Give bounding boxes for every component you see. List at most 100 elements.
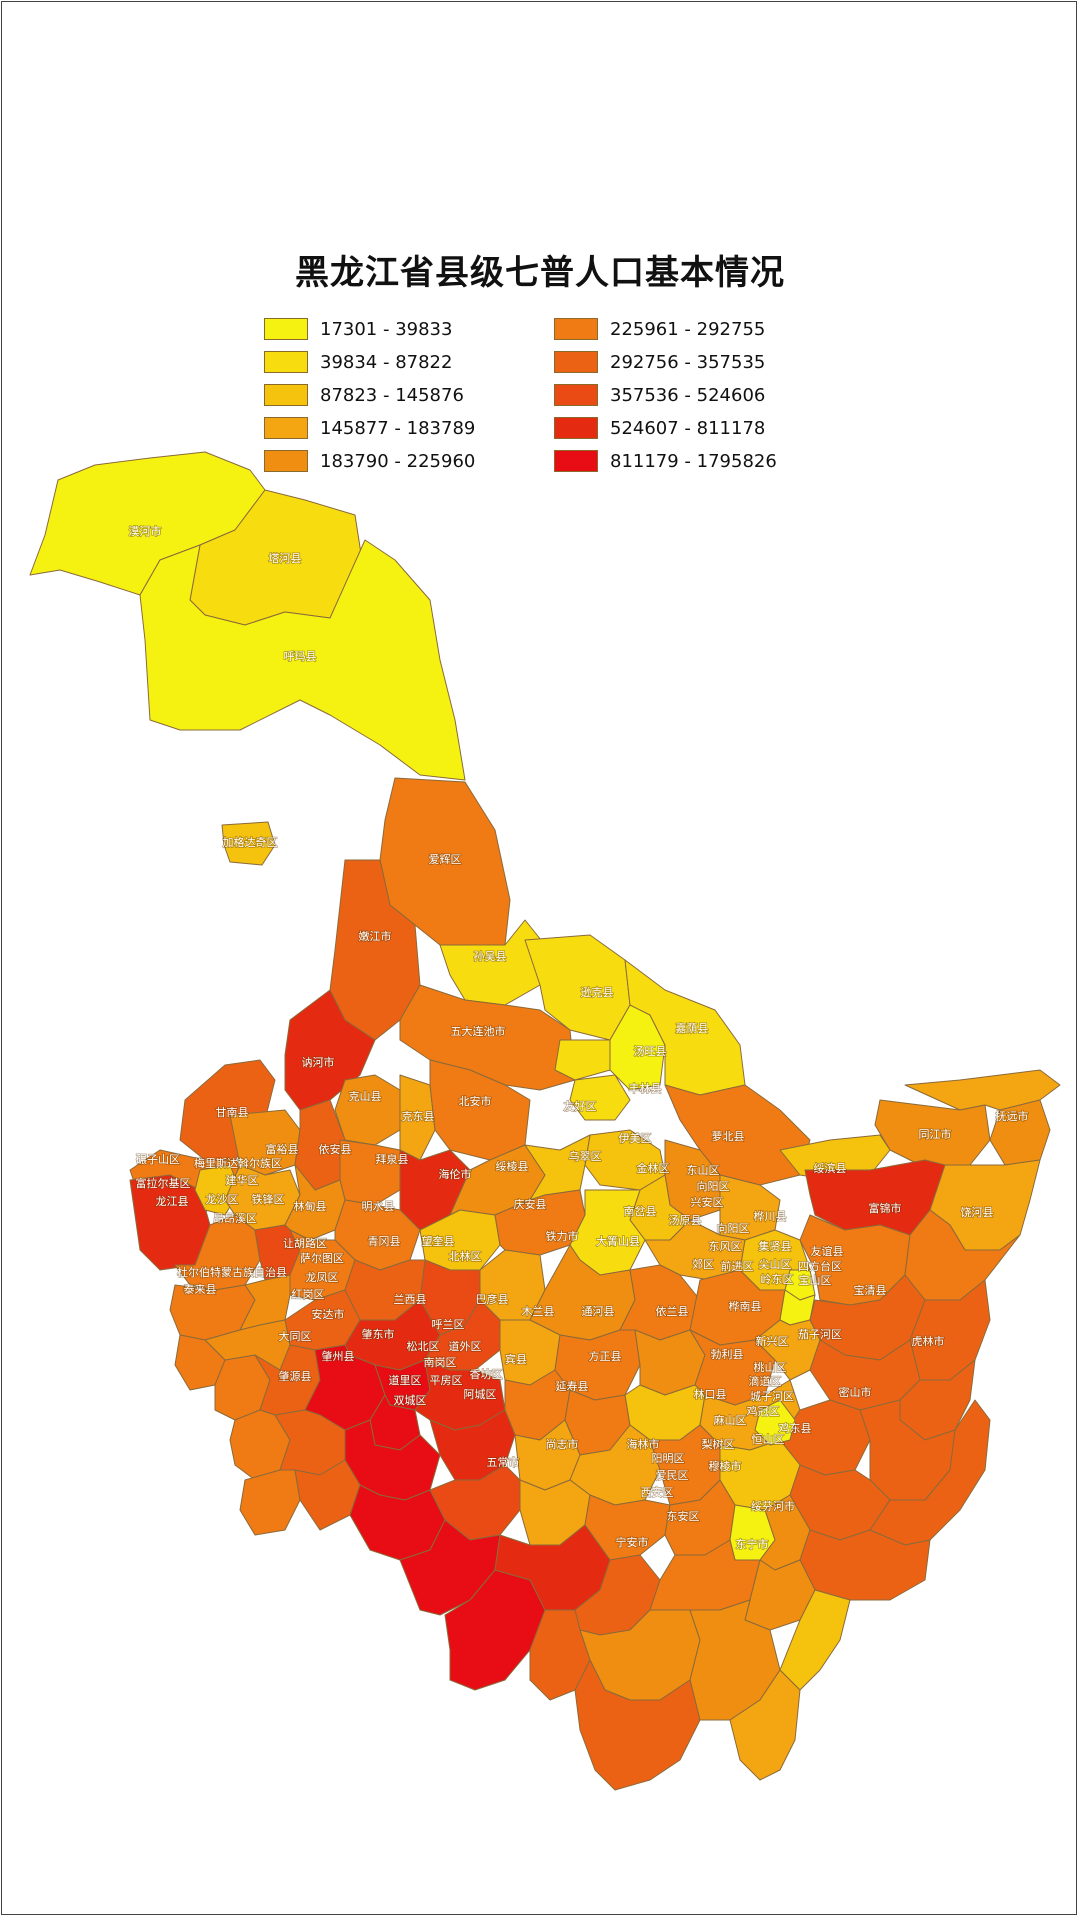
region-label: 饶河县 <box>961 1206 994 1219</box>
region-shape <box>399 984 576 1091</box>
legend-label: 292756 - 357535 <box>610 351 766 373</box>
legend-label: 225961 - 292755 <box>610 318 766 340</box>
legend-swatch <box>554 417 598 439</box>
legend-item: 292756 - 357535 <box>554 349 765 375</box>
region-label: 五大连池市 <box>451 1024 506 1038</box>
region-label: 北林区 <box>449 1249 482 1263</box>
region-label: 友好区 <box>564 1099 597 1113</box>
region-label: 岭东区 <box>761 1272 794 1286</box>
region-label: 四方台区 <box>798 1259 842 1273</box>
region-shape <box>284 1164 346 1241</box>
region-label: 双城区 <box>394 1394 427 1407</box>
region-label: 海伦市 <box>439 1167 472 1181</box>
region-label: 依安县 <box>319 1142 352 1156</box>
region-label: 拜泉县 <box>376 1152 409 1166</box>
legend-swatch <box>264 318 308 340</box>
region-label: 向阳区 <box>717 1221 750 1235</box>
legend-item: 357536 - 524606 <box>554 382 765 408</box>
region-labels: 漠河市 塔河县 呼玛县 加格达奇区 爱辉区 嫩江市 孙吴县 逊克县 五大连池市 … <box>128 523 1030 1552</box>
region-label: 桦川县 <box>754 1209 787 1223</box>
region-shape <box>729 1669 801 1781</box>
legend-swatch <box>554 318 598 340</box>
region-label: 同江市 <box>919 1127 952 1141</box>
legend-swatch <box>554 351 598 373</box>
legend-item: 87823 - 145876 <box>264 382 464 408</box>
region-label: 林口县 <box>694 1387 727 1401</box>
region-label: 杜尔伯特蒙古族自治县 <box>177 1265 287 1279</box>
region-shape <box>569 1074 631 1121</box>
region-label: 丰林县 <box>629 1081 662 1095</box>
region-label: 东山区 <box>687 1164 720 1177</box>
region-label: 林甸县 <box>294 1199 327 1213</box>
region-label: 泰来县 <box>184 1282 217 1296</box>
legend-item: 145877 - 183789 <box>264 415 475 441</box>
region-label: 鸡东县 <box>779 1421 812 1435</box>
legend-swatch <box>264 351 308 373</box>
region-label: 向阳区 <box>697 1179 730 1193</box>
region-shape <box>779 1134 891 1181</box>
legend-swatch <box>554 450 598 472</box>
region-label: 碾子山区 <box>136 1153 180 1166</box>
legend-label: 145877 - 183789 <box>320 417 476 439</box>
region-shape <box>334 1074 401 1146</box>
region-label: 南岔县 <box>624 1205 657 1218</box>
region-label: 香坊区 <box>470 1367 503 1381</box>
region-label: 望奎县 <box>422 1234 455 1248</box>
region-label: 铁力市 <box>546 1229 579 1243</box>
region-label: 金林区 <box>637 1161 670 1175</box>
region-label: 逊克县 <box>581 986 614 999</box>
region-label: 大箐山县 <box>596 1234 640 1248</box>
region-label: 汤原县 <box>669 1213 702 1227</box>
region-label: 宁安市 <box>616 1535 649 1549</box>
region-label: 尚志市 <box>546 1437 579 1451</box>
region-label: 绥滨县 <box>814 1161 847 1175</box>
region-label: 宾县 <box>505 1352 527 1366</box>
region-label: 肇源县 <box>279 1369 312 1383</box>
region-label: 集贤县 <box>759 1239 792 1253</box>
legend-item: 183790 - 225960 <box>264 448 475 474</box>
region-label: 鸡冠区 <box>747 1404 780 1418</box>
region-label: 嘉荫县 <box>676 1021 709 1035</box>
region-label: 五常市 <box>487 1455 520 1469</box>
region-label: 道里区 <box>389 1373 422 1387</box>
region-label: 嫩江市 <box>359 929 392 943</box>
legend-label: 357536 - 524606 <box>610 384 766 406</box>
region-label: 桃山区 <box>754 1360 787 1374</box>
region-label: 塔河县 <box>269 552 302 565</box>
legend: 17301 - 39833 39834 - 87822 87823 - 1458… <box>264 316 824 476</box>
region-label: 绥棱县 <box>496 1160 529 1173</box>
region-label: 抚远市 <box>996 1109 1029 1123</box>
region-shape <box>529 1609 591 1701</box>
region-label: 兰西县 <box>394 1293 427 1306</box>
region-label: 让胡路区 <box>283 1236 327 1250</box>
region-label: 肇东市 <box>362 1327 395 1341</box>
region-label: 甘南县 <box>216 1106 249 1119</box>
region-label: 青冈县 <box>368 1235 401 1248</box>
region-label: 昂昂溪区 <box>213 1212 257 1225</box>
region-label: 建华区 <box>226 1173 259 1187</box>
region-label: 红岗区 <box>292 1288 325 1301</box>
region-label: 富拉尔基区 <box>136 1176 191 1190</box>
region-label: 铁锋区 <box>252 1193 285 1206</box>
region-shape <box>574 1659 701 1791</box>
region-label: 安达市 <box>312 1307 345 1321</box>
region-label: 北安市 <box>459 1094 492 1108</box>
region-label: 呼玛县 <box>284 650 317 663</box>
region-shape <box>139 539 466 781</box>
region-label: 富锦市 <box>869 1201 902 1215</box>
legend-label: 87823 - 145876 <box>320 384 464 406</box>
region-label: 宝清县 <box>854 1283 887 1297</box>
region-label: 漠河市 <box>129 524 162 538</box>
legend-swatch <box>264 417 308 439</box>
region-shape <box>221 821 276 866</box>
region-label: 明水县 <box>362 1200 395 1213</box>
region-label: 勃利县 <box>711 1348 744 1361</box>
region-label: 大同区 <box>279 1329 312 1343</box>
legend-item: 811179 - 1795826 <box>554 448 777 474</box>
legend-swatch <box>264 450 308 472</box>
region-shapes <box>29 451 1061 1791</box>
region-label: 乌翠区 <box>569 1149 602 1163</box>
region-label: 茄子河区 <box>798 1327 842 1341</box>
legend-label: 811179 - 1795826 <box>610 450 777 472</box>
region-label: 尖山区 <box>759 1258 792 1271</box>
